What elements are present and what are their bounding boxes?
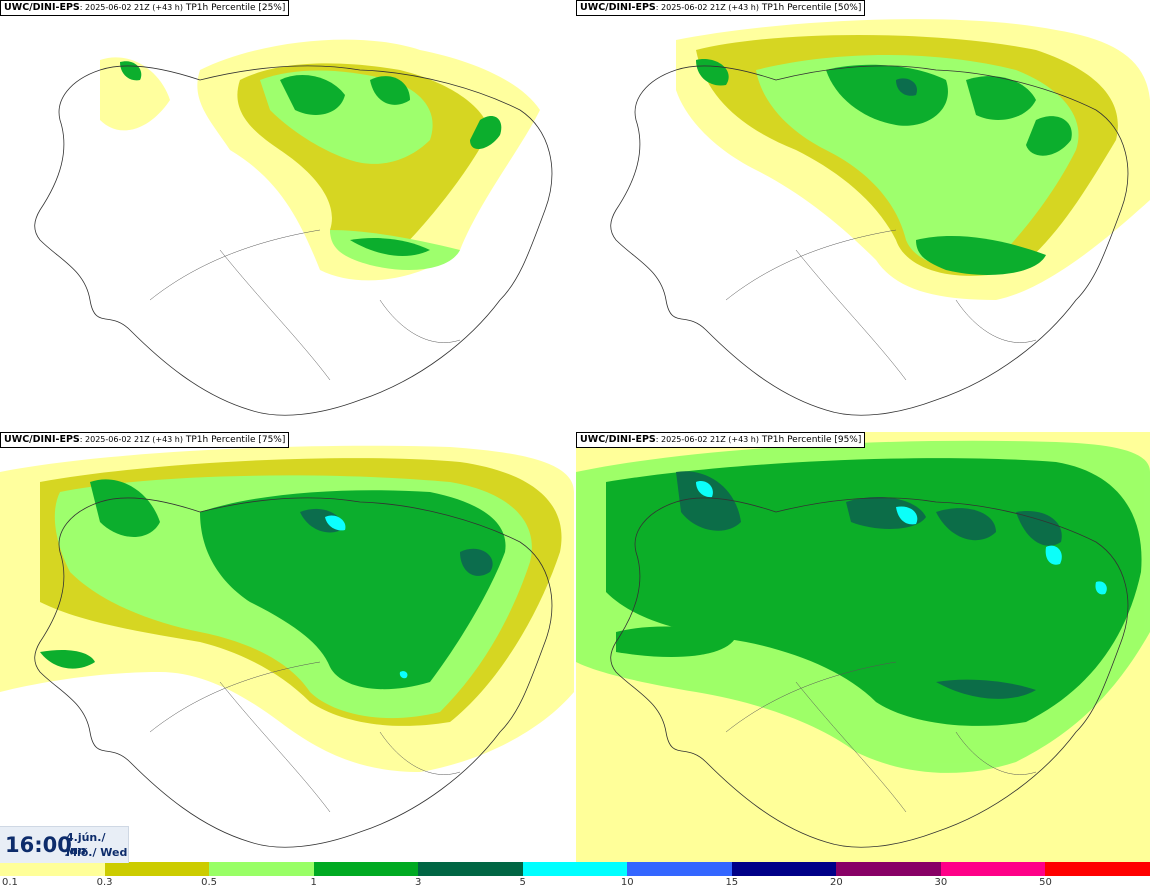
legend-tick-label: 0.1 (2, 877, 18, 888)
map-panel-p50: UWC/DINI-EPS: 2025-06-02 21Z (+43 h) TP1… (576, 0, 1150, 430)
legend-tick-label: 15 (725, 877, 739, 888)
precip-map (610, 19, 1150, 416)
legend-tick-label: 0.5 (201, 877, 218, 888)
panel-title: UWC/DINI-EPS: 2025-06-02 21Z (+43 h) TP1… (576, 0, 866, 16)
valid-weekday: Mið./ Wed (66, 846, 128, 859)
legend-tick-label: 10 (620, 877, 634, 888)
legend-swatch (836, 862, 941, 876)
legend-swatch (104, 862, 210, 876)
legend-swatch (313, 862, 419, 876)
panel-title: UWC/DINI-EPS: 2025-06-02 21Z (+43 h) TP1… (0, 432, 290, 448)
panel-title: UWC/DINI-EPS: 2025-06-02 21Z (+43 h) TP1… (576, 432, 866, 448)
color-legend: 0.1 0.3 0.5 1 3 5 10 15 20 30 50 (0, 862, 1150, 891)
legend-tick-label: 1 (310, 877, 317, 888)
valid-time: 16:00 (5, 833, 72, 857)
legend-color-bar (0, 862, 1150, 876)
legend-swatch (940, 862, 1046, 876)
precip-map (34, 39, 553, 416)
legend-swatch (1045, 862, 1150, 876)
legend-tick-label: 5 (519, 877, 526, 888)
map-panel-p95: UWC/DINI-EPS: 2025-06-02 21Z (+43 h) TP1… (576, 432, 1150, 862)
legend-tick-label: 50 (1039, 877, 1052, 888)
legend-swatch (0, 862, 105, 876)
valid-date: 4.jún./ Jun (66, 831, 106, 857)
legend-tick-label: 30 (934, 877, 948, 888)
valid-time-box: 16:00 4.jún./ Jun Mið./ Wed (0, 826, 129, 863)
legend-tick-label: 0.3 (96, 877, 113, 888)
legend-swatch (627, 862, 732, 876)
legend-tick-label: 3 (414, 877, 422, 888)
legend-swatch (522, 862, 628, 876)
legend-tick-label: 20 (829, 877, 843, 888)
legend-swatch (731, 862, 837, 876)
precip-map (0, 445, 574, 848)
panel-title: UWC/DINI-EPS: 2025-06-02 21Z (+43 h) TP1… (0, 0, 290, 16)
map-panel-p75: UWC/DINI-EPS: 2025-06-02 21Z (+43 h) TP1… (0, 432, 574, 862)
map-panel-p25: UWC/DINI-EPS: 2025-06-02 21Z (+43 h) TP1… (0, 0, 574, 430)
legend-swatch (418, 862, 523, 876)
legend-swatch (209, 862, 314, 876)
precip-map (576, 432, 1150, 862)
